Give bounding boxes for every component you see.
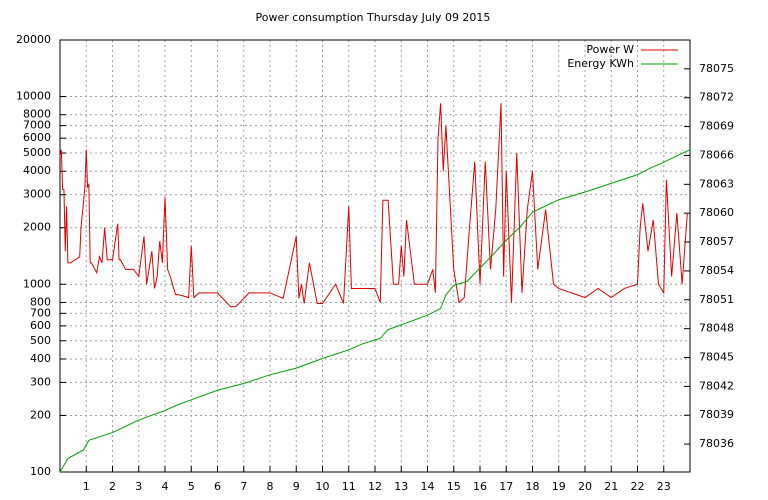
y-tick-label: 400 [30, 352, 51, 365]
y-tick-label: 20000 [16, 33, 51, 46]
y2-tick-label: 78057 [699, 235, 734, 248]
y-tick-label: 1000 [23, 277, 51, 290]
y2-tick-label: 78054 [699, 264, 734, 277]
x-tick-label: 23 [657, 480, 671, 493]
x-tick-label: 20 [578, 480, 592, 493]
y2-tick-label: 78075 [699, 62, 734, 75]
x-tick-label: 8 [267, 480, 274, 493]
y2-tick-label: 78036 [699, 437, 734, 450]
x-tick-label: 16 [473, 480, 487, 493]
y2-tick-label: 78051 [699, 293, 734, 306]
chart-title: Power consumption Thursday July 09 2015 [256, 11, 491, 24]
series-line [59, 149, 691, 473]
x-tick-label: 4 [162, 480, 169, 493]
y-tick-label: 6000 [23, 131, 51, 144]
x-tick-label: 9 [293, 480, 300, 493]
x-tick-label: 12 [368, 480, 382, 493]
x-tick-label: 3 [135, 480, 142, 493]
y2-tick-label: 78072 [699, 91, 734, 104]
legend-label: Energy KWh [567, 57, 634, 70]
y-tick-label: 2000 [23, 221, 51, 234]
x-tick-label: 2 [109, 480, 116, 493]
x-tick-label: 19 [552, 480, 566, 493]
legend-label: Power W [586, 43, 634, 56]
y-tick-label: 10000 [16, 90, 51, 103]
plot-frame [59, 39, 691, 473]
y-tick-label: 700 [30, 306, 51, 319]
x-tick-label: 18 [526, 480, 540, 493]
x-tick-label: 13 [394, 480, 408, 493]
x-tick-label: 17 [499, 480, 513, 493]
y-tick-label: 300 [30, 375, 51, 388]
x-tick-label: 5 [188, 480, 195, 493]
y2-tick-label: 78066 [699, 148, 734, 161]
y2-tick-label: 78048 [699, 322, 734, 335]
y2-tick-label: 78042 [699, 379, 734, 392]
x-tick-label: 15 [447, 480, 461, 493]
y-tick-label: 8000 [23, 108, 51, 121]
x-tick-label: 14 [421, 480, 435, 493]
x-tick-label: 7 [240, 480, 247, 493]
x-tick-label: 6 [214, 480, 221, 493]
y2-tick-label: 78069 [699, 120, 734, 133]
y-tick-label: 600 [30, 319, 51, 332]
y-tick-label: 200 [30, 408, 51, 421]
y-tick-label: 500 [30, 334, 51, 347]
y-tick-label: 100 [30, 465, 51, 478]
y2-tick-label: 78060 [699, 206, 734, 219]
x-tick-label: 11 [342, 480, 356, 493]
y2-tick-label: 78063 [699, 177, 734, 190]
x-tick-label: 10 [316, 480, 330, 493]
y-tick-label: 800 [30, 295, 51, 308]
x-tick-label: 21 [604, 480, 618, 493]
x-tick-label: 1 [83, 480, 90, 493]
y-tick-label: 7000 [23, 119, 51, 132]
y-tick-label: 5000 [23, 146, 51, 159]
x-tick-label: 22 [631, 480, 645, 493]
y2-tick-label: 78039 [699, 408, 734, 421]
y-tick-label: 3000 [23, 188, 51, 201]
y-tick-label: 4000 [23, 164, 51, 177]
y2-tick-label: 78045 [699, 351, 734, 364]
series-line [59, 103, 688, 308]
